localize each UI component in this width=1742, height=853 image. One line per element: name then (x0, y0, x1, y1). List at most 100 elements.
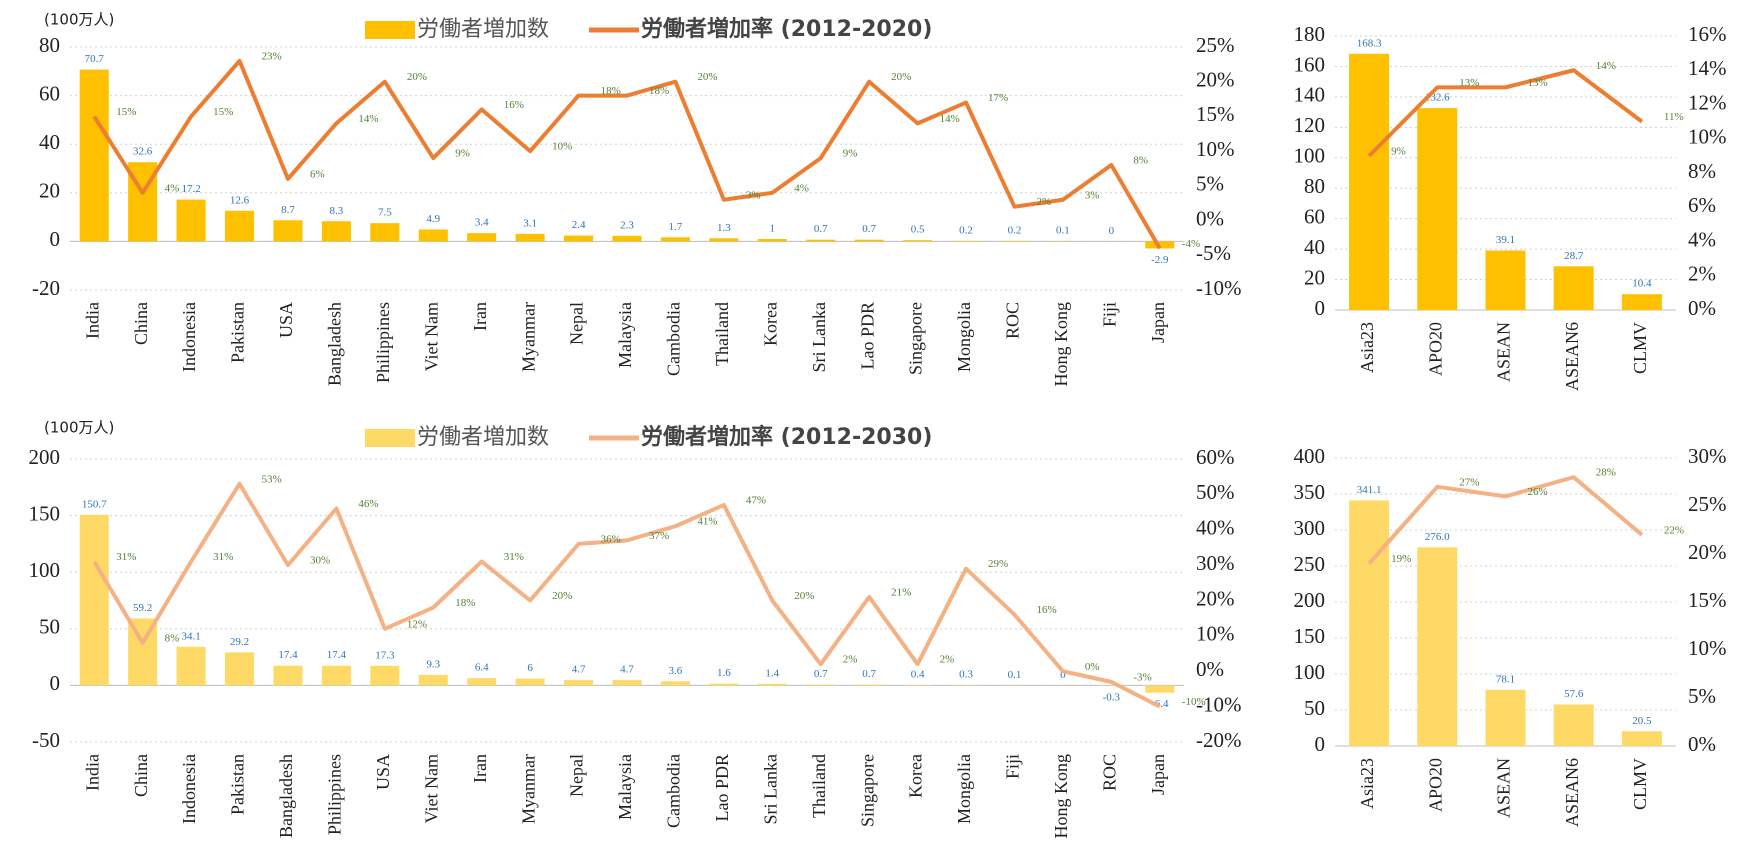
bar-label: 0.7 (814, 223, 828, 235)
x-tick-label: Korea (906, 754, 926, 798)
bar (418, 674, 448, 686)
x-tick-label: Malaysia (615, 754, 635, 820)
rate-label: 12% (407, 618, 427, 630)
y-tick-label: 350 (1294, 480, 1326, 504)
rate-label: 2% (843, 654, 858, 666)
x-tick-label: Viet Nam (421, 754, 441, 823)
rate-label: 28% (1596, 467, 1616, 479)
bar-label: 4.7 (572, 664, 586, 676)
bar-label: 0.7 (862, 223, 876, 235)
legend-swatch (365, 429, 415, 447)
bar-label: 1 (770, 223, 776, 235)
x-tick-label: ASEAN (1494, 758, 1514, 818)
x-tick-label: Sri Lanka (809, 302, 829, 372)
x-tick-label: Asia23 (1357, 758, 1377, 809)
y-tick-label: -50 (32, 728, 60, 752)
bar-label: 0.7 (862, 668, 876, 680)
bar-label: 0.1 (1056, 225, 1070, 237)
legend-swatch (365, 21, 415, 39)
x-tick-label: APO20 (1425, 322, 1445, 376)
rate-label: 29% (988, 558, 1008, 570)
y-tick-label: 0 (1315, 732, 1326, 756)
legend-label: 労働者増加数 (417, 17, 549, 42)
rate-label: 23% (262, 50, 282, 62)
rate-label: 53% (262, 473, 282, 485)
x-tick-label: APO20 (1425, 758, 1445, 812)
y2-tick-label: 10% (1196, 137, 1235, 161)
x-tick-label: Nepal (567, 302, 587, 345)
bar (467, 678, 497, 686)
bar (467, 233, 497, 242)
bar (1145, 685, 1175, 693)
y2-tick-label: 15% (1196, 102, 1235, 126)
y2-tick-label: -10% (1196, 692, 1242, 716)
bar-label: 70.7 (85, 53, 105, 65)
bar (660, 681, 690, 686)
y2-tick-label: 30% (1688, 444, 1727, 468)
bar-label: 57.6 (1564, 688, 1584, 700)
x-tick-label: Korea (760, 302, 780, 346)
x-tick-label: ROC (1099, 754, 1119, 791)
rate-label: 31% (213, 551, 233, 563)
bar (709, 238, 739, 242)
rate-label: 9% (455, 148, 470, 160)
x-tick-label: India (82, 754, 102, 791)
legend-label: 労働者増加率 (2012-2020) (641, 16, 932, 42)
y2-tick-label: 25% (1688, 492, 1727, 516)
x-tick-label: ASEAN6 (1562, 758, 1582, 827)
rate-label: 10% (552, 141, 572, 153)
bar (854, 684, 884, 686)
bar (1417, 547, 1458, 746)
y2-tick-label: 20% (1688, 540, 1727, 564)
y-tick-label: 40 (39, 130, 60, 154)
rate-line (92, 481, 1161, 709)
rate-label: 4% (165, 182, 180, 194)
bar (1621, 731, 1662, 746)
y2-tick-label: 8% (1688, 159, 1716, 183)
bar (1349, 500, 1390, 746)
rate-line (92, 58, 1162, 250)
x-tick-label: Mongolia (954, 302, 974, 372)
bar (515, 678, 545, 686)
bar-label: -0.3 (1103, 691, 1121, 703)
y-tick-label: 60 (39, 81, 60, 105)
bar (321, 221, 351, 242)
y-tick-label: 20 (39, 179, 60, 203)
bar-label: 9.3 (426, 658, 440, 670)
bar-label: 17.4 (327, 649, 347, 661)
y2-tick-label: 60% (1196, 445, 1235, 469)
y2-tick-label: 6% (1688, 193, 1716, 217)
rate-label: 15% (116, 106, 136, 118)
y-tick-label: 0 (1315, 296, 1326, 320)
y2-tick-label: 20% (1196, 586, 1235, 610)
bar (273, 665, 303, 686)
y2-tick-label: -10% (1196, 276, 1242, 300)
bar (176, 199, 206, 242)
x-tick-label: Pakistan (228, 754, 248, 815)
y2-tick-label: -5% (1196, 241, 1231, 265)
rate-label: 19% (1391, 553, 1411, 565)
bar (1417, 108, 1458, 310)
bar-label: 78.1 (1496, 673, 1515, 685)
bar (1621, 294, 1662, 310)
y-tick-label: 80 (1304, 174, 1325, 198)
x-tick-label: Singapore (857, 754, 877, 827)
y2-tick-label: 50% (1196, 480, 1235, 504)
bar-label: 34.1 (181, 630, 200, 642)
rate-label: 13% (1459, 77, 1479, 89)
y-tick-label: 80 (39, 33, 60, 57)
y2-tick-label: 25% (1196, 33, 1235, 57)
bar-label: 1.7 (669, 221, 683, 233)
rate-label: 21% (891, 586, 911, 598)
rate-label: 37% (649, 530, 669, 542)
y-tick-label: 150 (29, 501, 61, 525)
rate-label: -4% (1182, 238, 1200, 250)
x-tick-label: Lao PDR (857, 302, 877, 370)
rate-label: 20% (891, 71, 911, 83)
x-tick-label: Philippines (325, 754, 345, 835)
bar (321, 665, 351, 686)
bar-label: 20.5 (1632, 715, 1652, 727)
bar-label: 4.9 (426, 213, 440, 225)
legend-label: 労働者増加数 (417, 425, 549, 450)
x-tick-label: Viet Nam (421, 302, 441, 371)
